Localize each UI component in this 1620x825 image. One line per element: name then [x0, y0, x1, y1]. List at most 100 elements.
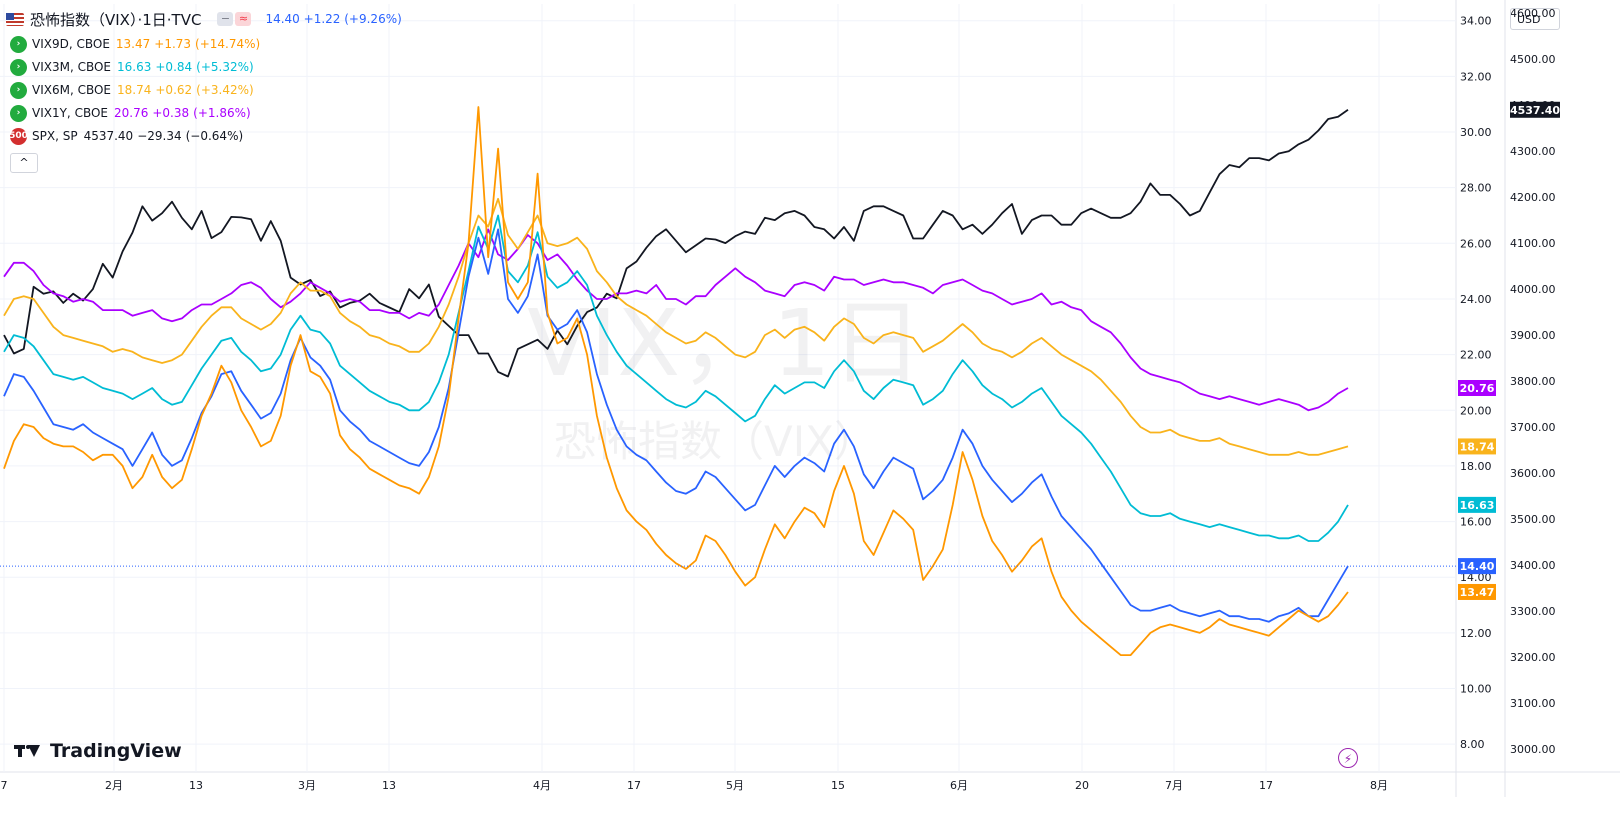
y-right-tick-label: 3400.00: [1510, 559, 1556, 572]
price-label-bg-vix9d: [1458, 583, 1496, 600]
x-tick-label: 20: [1075, 779, 1089, 792]
y-right-tick-label: 4000.00: [1510, 283, 1556, 296]
series-line-vix1y[interactable]: [3, 228, 1349, 412]
y-tick-label: 26.00: [1460, 237, 1492, 250]
legend-name: SPX, SP: [32, 129, 78, 143]
y-tick-label: 32.00: [1460, 70, 1492, 83]
y-right-tick-label: 3700.00: [1510, 421, 1556, 434]
y-tick-label: 12.00: [1460, 627, 1492, 640]
legend-row[interactable]: › VIX3M, CBOE 16.63 +0.84 (+5.32%): [10, 57, 258, 77]
y-right-tick-label: 3900.00: [1510, 329, 1556, 342]
legend-change-pct: (+1.86%): [193, 106, 251, 120]
price-label-vix1y: 20.76: [1460, 382, 1495, 395]
y-right-tick-label: 4300.00: [1510, 145, 1556, 158]
y-right-tick-label: 3000.00: [1510, 743, 1556, 756]
legend-change-pct: (+3.42%): [196, 83, 254, 97]
legend-change-pct: (−0.64%): [185, 129, 244, 143]
exchange-badge-icon: ›: [10, 81, 27, 99]
lightning-icon[interactable]: ⚡: [1338, 748, 1358, 768]
x-tick-label: 7: [1, 779, 8, 792]
price-label-bg-vix1y: [1458, 380, 1496, 396]
y-right-tick-label: 3100.00: [1510, 697, 1556, 710]
x-tick-label: 15: [831, 779, 845, 792]
y-tick-label: 34.00: [1460, 15, 1492, 28]
series-line-vix6m[interactable]: [3, 197, 1349, 456]
legend-row[interactable]: 500 SPX, SP 4537.40 −29.34 (−0.64%): [9, 126, 247, 146]
price-label-vix: 14.40: [1460, 560, 1495, 573]
series-line-vix3m[interactable]: [3, 214, 1349, 542]
y-right-tick-label: 3200.00: [1510, 651, 1556, 664]
price-label-spx: 4537.40: [1510, 104, 1560, 117]
y-right-tick-label: 3500.00: [1510, 513, 1556, 526]
legend-name: VIX9D, CBOE: [32, 37, 110, 51]
legend-change-pct: (+14.74%): [195, 37, 261, 51]
x-tick-label: 6月: [950, 779, 968, 792]
y-right-tick-label: 4600.00: [1510, 7, 1556, 20]
series-line-vix9d[interactable]: [3, 106, 1349, 656]
legend-change: −29.34: [137, 129, 182, 143]
y-right-tick-label: 4100.00: [1510, 237, 1556, 250]
x-tick-label: 17: [627, 779, 641, 792]
exchange-badge-icon: ›: [10, 58, 27, 76]
legend-last: 20.76: [114, 106, 149, 120]
legend-change: +1.73: [154, 37, 192, 51]
x-tick-label: 7月: [1165, 779, 1183, 792]
legend-last: 13.47: [115, 37, 151, 51]
currency-select[interactable]: USD: [1510, 8, 1560, 30]
y-tick-label: 30.00: [1460, 126, 1492, 139]
symbol-header: 恐怖指数（VIX）·1日·TVC − ≈ 14.40 +1.22 (+9.26%…: [6, 8, 402, 30]
x-tick-label: 13: [382, 779, 396, 792]
x-tick-label: 3月: [298, 779, 316, 792]
y-right-tick-label: 3800.00: [1510, 375, 1556, 388]
price-label-bg-vix3m: [1458, 496, 1496, 513]
legend-change: +0.38: [152, 106, 190, 120]
legend-change-pct: (+5.32%): [196, 60, 254, 74]
y-tick-label: 22.00: [1460, 349, 1492, 362]
legend-last: 16.63: [117, 60, 152, 74]
y-tick-label: 10.00: [1460, 683, 1492, 696]
y-tick-label: 18.00: [1460, 460, 1492, 473]
legend-row[interactable]: › VIX6M, CBOE 18.74 +0.62 (+3.42%): [10, 80, 258, 100]
currency-label: USD: [1517, 13, 1541, 26]
legend-change: +0.84: [155, 60, 193, 74]
collapse-legend-button[interactable]: ^: [10, 153, 38, 173]
price-label-vix6m: 18.74: [1460, 440, 1495, 453]
brand-name: TradingView: [50, 740, 182, 762]
exchange-badge-icon: ›: [10, 104, 27, 122]
y-tick-label: 16.00: [1460, 516, 1492, 529]
legend-row[interactable]: › VIX1Y, CBOE 20.76 +0.38 (+1.86%): [10, 103, 255, 123]
y-tick-label: 20.00: [1460, 404, 1492, 417]
price-label-vix9d: 13.47: [1460, 586, 1495, 599]
legend-name: VIX6M, CBOE: [32, 83, 112, 97]
y-right-tick-label: 3600.00: [1510, 467, 1556, 480]
price-label-vix3m: 16.63: [1460, 499, 1495, 512]
series-line-vix[interactable]: [3, 228, 1349, 623]
series-line-spx[interactable]: [3, 109, 1349, 378]
sp500-badge-icon: 500: [9, 127, 28, 145]
legend-row[interactable]: › VIX9D, CBOE 13.47 +1.73 (+14.74%): [10, 34, 264, 54]
x-tick-label: 13: [189, 779, 203, 792]
price-label-bg-spx: [1510, 101, 1560, 118]
y-tick-label: 24.00: [1460, 293, 1492, 306]
minus-icon[interactable]: −: [217, 12, 234, 26]
watermark-title: VIX，1日: [527, 290, 923, 397]
header-last: 14.40: [265, 12, 300, 26]
x-tick-label: 8月: [1370, 779, 1388, 792]
legend-last: 4537.40: [83, 129, 134, 143]
chevron-up-icon: ^: [19, 156, 29, 169]
price-label-bg-vix6m: [1458, 438, 1496, 455]
exchange-badge-icon: ›: [10, 35, 27, 53]
x-tick-label: 17: [1259, 779, 1273, 792]
legend-last: 18.74: [117, 83, 152, 97]
header-change: +1.22: [303, 12, 341, 26]
approx-icon[interactable]: ≈: [235, 12, 252, 26]
tradingview-mark-icon: [14, 743, 44, 759]
header-change-pct: (+9.26%): [344, 12, 402, 26]
header-toggles: − ≈: [217, 12, 252, 26]
legend-change: +0.62: [155, 83, 193, 97]
y-tick-label: 8.00: [1460, 738, 1485, 751]
header-values: 14.40 +1.22 (+9.26%): [265, 12, 401, 26]
symbol-title[interactable]: 恐怖指数（VIX）·1日·TVC: [30, 10, 202, 29]
tradingview-logo[interactable]: TradingView: [14, 740, 182, 762]
